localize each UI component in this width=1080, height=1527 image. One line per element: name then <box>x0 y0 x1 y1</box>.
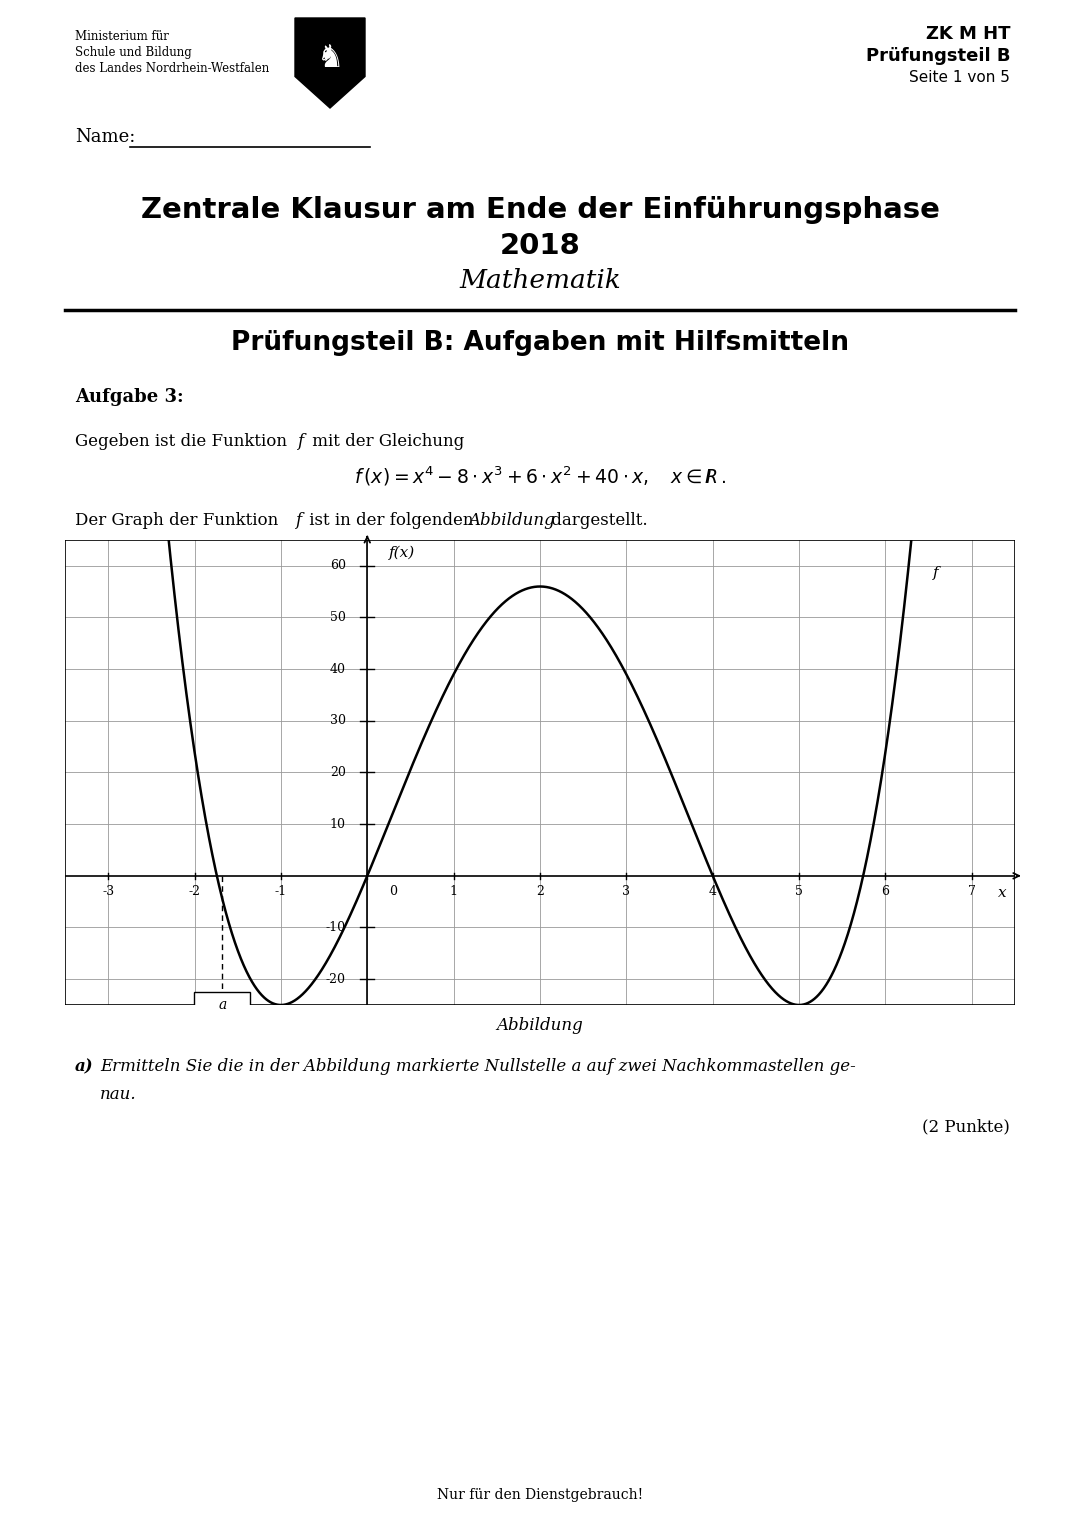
Polygon shape <box>295 18 365 108</box>
Text: 4: 4 <box>708 886 717 898</box>
Text: Zentrale Klausur am Ende der Einführungsphase: Zentrale Klausur am Ende der Einführungs… <box>140 195 940 224</box>
Text: Der Graph der Funktion: Der Graph der Funktion <box>75 512 283 528</box>
Text: Prüfungsteil B: Aufgaben mit Hilfsmitteln: Prüfungsteil B: Aufgaben mit Hilfsmittel… <box>231 330 849 356</box>
Text: 6: 6 <box>881 886 890 898</box>
Text: 10: 10 <box>329 817 346 831</box>
Text: 0: 0 <box>389 886 396 898</box>
Text: Ministerium für: Ministerium für <box>75 31 168 43</box>
Text: ♞: ♞ <box>316 44 343 73</box>
Text: f: f <box>933 567 939 580</box>
Text: Nur für den Dienstgebrauch!: Nur für den Dienstgebrauch! <box>437 1487 643 1503</box>
Text: 3: 3 <box>622 886 631 898</box>
Text: Prüfungsteil B: Prüfungsteil B <box>865 47 1010 66</box>
Text: 30: 30 <box>329 715 346 727</box>
Text: dargestellt.: dargestellt. <box>546 512 648 528</box>
Text: f(x): f(x) <box>389 545 415 559</box>
Text: Seite 1 von 5: Seite 1 von 5 <box>909 70 1010 86</box>
Text: 5: 5 <box>795 886 804 898</box>
Text: 60: 60 <box>329 559 346 573</box>
Text: -2: -2 <box>189 886 201 898</box>
Text: 1: 1 <box>449 886 458 898</box>
Text: Schule und Bildung: Schule und Bildung <box>75 46 192 60</box>
Text: f: f <box>297 434 303 450</box>
Text: Abbildung: Abbildung <box>497 1017 583 1034</box>
Text: (2 Punkte): (2 Punkte) <box>922 1118 1010 1135</box>
Text: Aufgabe 3:: Aufgabe 3: <box>75 388 184 406</box>
Text: ZK M HT: ZK M HT <box>926 24 1010 43</box>
Text: $f\,(x)=x^4-8\cdot x^3+6\cdot x^2+40\cdot x,\quad x\in I\!\!R\,.$: $f\,(x)=x^4-8\cdot x^3+6\cdot x^2+40\cdo… <box>353 466 727 489</box>
Text: des Landes Nordrhein-Westfalen: des Landes Nordrhein-Westfalen <box>75 63 269 75</box>
Text: -20: -20 <box>326 973 346 985</box>
Text: -1: -1 <box>274 886 287 898</box>
Text: a): a) <box>75 1058 94 1075</box>
Text: 40: 40 <box>329 663 346 675</box>
Text: f: f <box>295 512 301 528</box>
Text: mit der Gleichung: mit der Gleichung <box>307 434 464 450</box>
Text: Mathematik: Mathematik <box>459 269 621 293</box>
Text: -10: -10 <box>325 921 346 935</box>
FancyBboxPatch shape <box>194 993 251 1019</box>
Text: 20: 20 <box>329 767 346 779</box>
Text: a: a <box>218 999 227 1012</box>
Text: 2018: 2018 <box>500 232 580 260</box>
Text: -3: -3 <box>103 886 114 898</box>
Text: 7: 7 <box>968 886 975 898</box>
Text: 50: 50 <box>329 611 346 625</box>
Text: ist in der folgenden: ist in der folgenden <box>303 512 478 528</box>
Text: Abbildung: Abbildung <box>468 512 555 528</box>
Text: nau.: nau. <box>100 1086 137 1102</box>
Text: x: x <box>998 886 1007 901</box>
Text: Gegeben ist die Funktion: Gegeben ist die Funktion <box>75 434 293 450</box>
Text: Ermitteln Sie die in der Abbildung markierte Nullstelle a auf zwei Nachkommastel: Ermitteln Sie die in der Abbildung marki… <box>100 1058 855 1075</box>
Text: Name:: Name: <box>75 128 135 147</box>
Text: 2: 2 <box>536 886 544 898</box>
